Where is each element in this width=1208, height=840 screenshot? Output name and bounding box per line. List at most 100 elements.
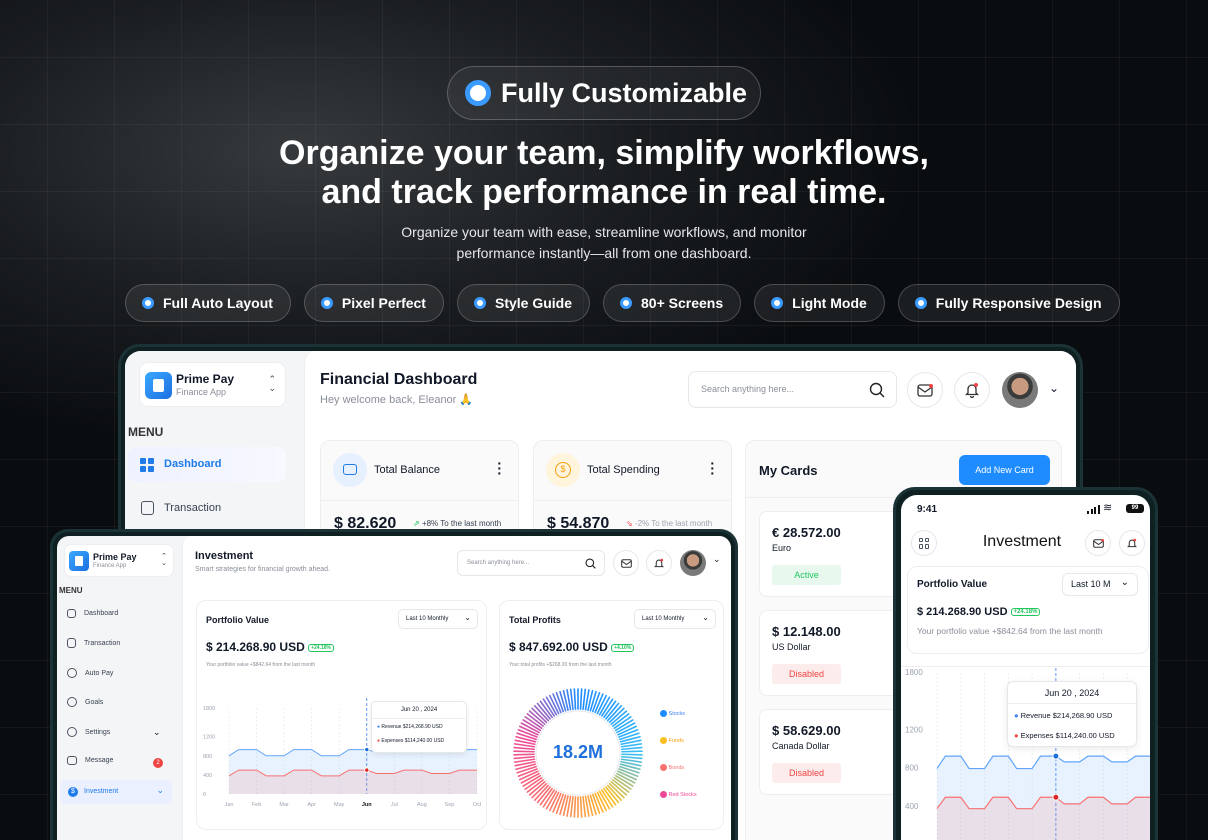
legend-stocks: Stocks: [660, 710, 685, 717]
donut-tick: [513, 743, 536, 748]
feature-dot-icon: [142, 297, 154, 309]
y-tick-label: 400: [905, 802, 919, 811]
feature-pill: Light Mode: [754, 284, 885, 322]
donut-tick: [520, 722, 540, 734]
x-tick-label: Jun: [362, 802, 372, 808]
donut-tick: [594, 792, 604, 813]
donut-tick: [513, 750, 535, 753]
donut-tick: [518, 725, 539, 736]
status-badge: Disabled: [772, 763, 841, 783]
notification-button[interactable]: [1119, 530, 1145, 556]
donut-tick: [513, 755, 535, 760]
coin-icon: $: [546, 453, 580, 487]
x-tick-label: May: [334, 802, 345, 808]
more-vertical-icon[interactable]: · · ·: [710, 455, 715, 481]
brand-switcher[interactable]: Prime Pay Finance App ⌃ ⌄: [139, 362, 286, 407]
notification-button[interactable]: [954, 372, 990, 408]
donut-tick: [608, 707, 625, 724]
donut-tick: [621, 753, 643, 756]
card-amount: € 28.572.00: [772, 525, 841, 540]
prime-pay-logo: [69, 551, 89, 571]
nav-goals[interactable]: Goals: [67, 697, 103, 707]
feature-label: Light Mode: [792, 295, 867, 311]
donut-tick: [600, 789, 614, 808]
tablet-device-frame: Prime Pay Finance App ⌃ ⌄ MENU Dashboard …: [50, 529, 738, 840]
card-item[interactable]: $ 12.148.00 US Dollar Disabled: [759, 610, 909, 696]
y-tick-label: 400: [203, 773, 212, 779]
donut-tick: [526, 713, 544, 727]
user-avatar[interactable]: [680, 550, 706, 576]
more-vertical-icon[interactable]: · · ·: [497, 455, 502, 481]
donut-tick: [517, 768, 538, 778]
nav-transaction[interactable]: Transaction: [128, 491, 286, 526]
period-select[interactable]: Last 10 Monthly ⌄: [398, 609, 478, 629]
portfolio-value-card: Portfolio Value Last 10 Monthly ⌄ $ 214.2…: [196, 600, 487, 830]
donut-tick: [545, 790, 558, 810]
search-field[interactable]: Search anything here...: [457, 550, 605, 576]
mail-button[interactable]: [1085, 530, 1111, 556]
nav-auto-pay[interactable]: Auto Pay: [67, 668, 113, 678]
status-time: 9:41: [917, 504, 938, 515]
nav-investment[interactable]: $ Investment ⌄: [60, 780, 172, 804]
donut-tick: [605, 702, 620, 720]
tablet-screen: Prime Pay Finance App ⌃ ⌄ MENU Dashboard …: [57, 536, 731, 840]
search-placeholder: Search anything here...: [467, 560, 530, 566]
chevron-down-icon[interactable]: ⌄: [153, 727, 161, 737]
donut-tick: [589, 690, 597, 712]
feature-pill: Style Guide: [456, 284, 591, 322]
nav-dashboard[interactable]: Dashboard: [128, 447, 286, 482]
prime-pay-logo: [145, 372, 172, 399]
donut-tick: [522, 719, 542, 732]
donut-tick: [598, 696, 611, 716]
donut-tick: [566, 795, 572, 817]
feature-dot-icon: [320, 297, 333, 309]
series-area: [937, 756, 1150, 840]
total-spending-label: Total Spending: [587, 464, 660, 476]
donut-tick: [589, 794, 597, 816]
card-item[interactable]: $ 58.629.00 Canada Dollar Disabled: [759, 709, 909, 795]
donut-tick: [608, 782, 625, 799]
nav-settings[interactable]: Settings: [67, 727, 110, 737]
user-avatar[interactable]: [1002, 372, 1038, 408]
trend-down-icon: ⇘: [626, 519, 635, 528]
donut-tick: [621, 746, 643, 751]
donut-tick: [542, 698, 556, 717]
donut-tick: [514, 760, 536, 767]
period-select[interactable]: Last 10 M ⌄: [1062, 573, 1138, 596]
period-select[interactable]: Last 10 Monthly ⌄: [634, 609, 716, 629]
nav-transaction[interactable]: Transaction: [67, 638, 120, 648]
status-badge: Active: [772, 565, 841, 585]
card-item[interactable]: € 28.572.00 Euro Active: [759, 511, 909, 597]
badge-label: Fully Customizable: [501, 77, 748, 108]
search-icon: [869, 382, 885, 398]
subheadline-line-2: performance instantly—all from one dashb…: [456, 245, 752, 261]
nav-dashboard[interactable]: Dashboard: [67, 609, 118, 618]
series-area: [229, 770, 477, 794]
mail-icon: [620, 558, 632, 568]
chevron-down-icon[interactable]: ⌄: [713, 554, 721, 564]
nav-label: Settings: [85, 728, 111, 736]
nav-message[interactable]: Message: [67, 756, 113, 765]
mail-button[interactable]: [907, 372, 943, 408]
tooltip-date: Jun 20 , 2024: [1044, 688, 1100, 698]
portfolio-value: $ 214.268.90 USD +24.18%: [917, 606, 1041, 618]
menu-grid-button[interactable]: [911, 530, 937, 556]
mail-button[interactable]: [613, 550, 639, 576]
donut-tick: [573, 688, 577, 710]
notification-button[interactable]: [646, 550, 672, 576]
donut-tick: [518, 770, 539, 781]
phone-device-frame: 9:41 ≋ 99 Investment Portfolio Value Las…: [893, 487, 1158, 840]
trend-up-icon: ⇗: [413, 519, 422, 528]
profits-label: Total Profits: [509, 615, 561, 625]
search-field[interactable]: Search anything here...: [688, 371, 897, 408]
donut-tick: [618, 768, 639, 778]
change-badge: +4.10%: [611, 643, 635, 652]
feature-label: Style Guide: [494, 295, 573, 311]
total-spending-value: $ 54.870: [547, 515, 610, 532]
chevron-down-icon[interactable]: ⌄: [1049, 381, 1060, 395]
balance-change: ⇗ +8% To the last month: [413, 519, 502, 528]
x-tick-label: Mar: [279, 802, 289, 808]
add-new-card-button[interactable]: Add New Card: [959, 455, 1050, 485]
phone-portfolio-card: Portfolio Value Last 10 M ⌄ $ 214.268.90 …: [907, 566, 1149, 654]
brand-switcher[interactable]: Prime Pay Finance App ⌃ ⌄: [64, 544, 174, 577]
